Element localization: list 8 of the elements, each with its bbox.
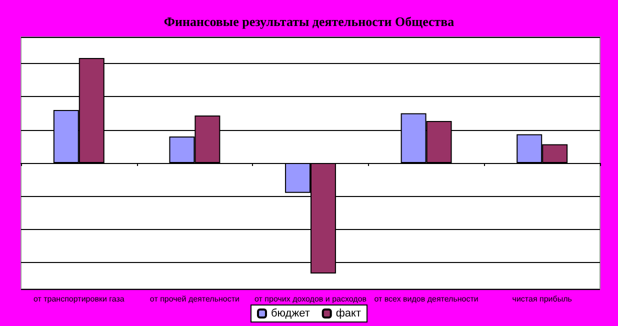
legend-label: бюджет <box>270 308 310 320</box>
x-tick-label: от прочей деятельности <box>150 294 240 304</box>
x-tick-label: от всех видов деятельности <box>374 294 478 304</box>
x-tick-label: от прочих доходов и расходов <box>254 294 367 304</box>
x-tick-label: чистая прибыль <box>512 294 572 304</box>
x-tick-label: от транспортировки газа <box>33 294 125 304</box>
legend-label: факт <box>336 308 362 320</box>
chart-title: Финансовые результаты деятельности Общества <box>164 14 455 29</box>
